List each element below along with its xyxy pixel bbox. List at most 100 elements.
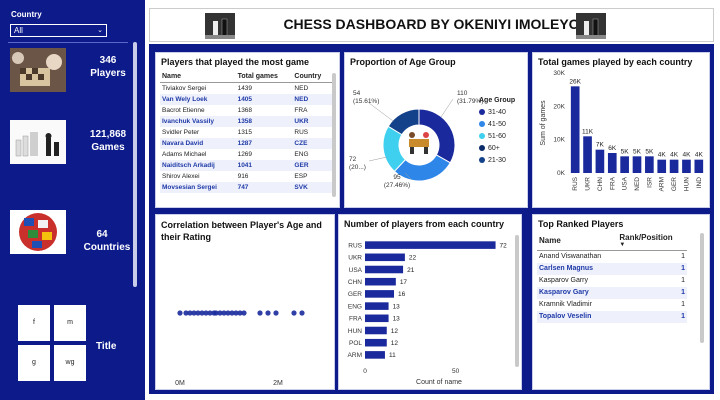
legend-dot-icon xyxy=(479,157,485,163)
table-row[interactable]: Shirov Alexei 916 ESP xyxy=(160,171,332,182)
table-row[interactable]: Tiviakov Sergei 1439 NED xyxy=(160,83,332,94)
bar[interactable] xyxy=(632,156,642,173)
y-tick-label: GER xyxy=(348,291,362,298)
table-row[interactable]: Movsesian Sergei 747 SVK xyxy=(160,181,332,193)
scatter-point[interactable] xyxy=(217,310,223,316)
scatter-point[interactable] xyxy=(257,310,263,316)
bar[interactable] xyxy=(365,265,404,274)
scatter-point[interactable] xyxy=(177,310,183,316)
table-row[interactable]: Kramnik Vladimir 1 xyxy=(537,299,687,311)
chess-king-image-right xyxy=(576,13,606,39)
table-row[interactable]: Bacrot Etienne 1368 FRA xyxy=(160,105,332,116)
bar[interactable] xyxy=(607,153,617,173)
total-games-bar-chart: 0K 10K 20K 30K Sum of games 26K RUS 11K UKR 7K CHN… xyxy=(540,70,704,191)
scatter-point[interactable] xyxy=(225,310,231,316)
col-header-total-games[interactable]: Total games xyxy=(235,71,293,83)
legend-item[interactable]: 21-30 xyxy=(479,154,515,166)
legend-dot-icon xyxy=(479,145,485,151)
total-games-country-card: Total games played by each country 0K 10K… xyxy=(532,52,710,208)
scatter-point[interactable] xyxy=(183,310,189,316)
scatter-point[interactable] xyxy=(229,310,235,316)
bar[interactable] xyxy=(669,159,679,173)
bar[interactable] xyxy=(365,351,385,359)
scatter-point[interactable] xyxy=(241,310,247,316)
y-tick-label: USA xyxy=(349,267,363,274)
legend-item[interactable]: 31-40 xyxy=(479,106,515,118)
age-group-legend: Age Group 31-40 41-50 51-60 60+ 21-30 xyxy=(479,97,515,166)
legend-item[interactable]: 41-50 xyxy=(479,118,515,130)
scatter-point[interactable] xyxy=(213,310,219,316)
bar[interactable] xyxy=(595,149,605,173)
country-filter-label: Country xyxy=(11,10,42,19)
ranked-table-scrollbar[interactable] xyxy=(700,233,704,343)
scatter-point[interactable] xyxy=(187,310,193,316)
bar[interactable] xyxy=(365,314,389,323)
sidebar-scrollbar[interactable] xyxy=(133,42,137,287)
scatter-point[interactable] xyxy=(195,310,201,316)
bar[interactable] xyxy=(365,290,395,298)
player-name-cell: Ivanchuk Vassily xyxy=(160,115,236,127)
scatter-point[interactable] xyxy=(191,310,197,316)
bar[interactable] xyxy=(645,156,654,173)
scatter-point[interactable] xyxy=(299,310,305,316)
title-option-f[interactable]: f xyxy=(18,305,50,341)
bar[interactable] xyxy=(583,136,592,173)
legend-item[interactable]: 51-60 xyxy=(479,130,515,142)
scatter-point[interactable] xyxy=(237,310,243,316)
scatter-point[interactable] xyxy=(203,310,209,316)
col-header-name[interactable]: Name xyxy=(160,71,236,83)
scatter-point[interactable] xyxy=(265,310,271,316)
bar[interactable] xyxy=(365,253,405,262)
table-row[interactable]: Kasparov Garry 1 xyxy=(537,275,687,287)
bar[interactable] xyxy=(365,241,496,249)
legend-item[interactable]: 60+ xyxy=(479,142,515,154)
scatter-point[interactable] xyxy=(291,310,297,316)
donut-slice[interactable] xyxy=(387,108,420,136)
title-option-g[interactable]: g xyxy=(18,345,50,381)
bar[interactable] xyxy=(682,159,691,173)
table-row[interactable]: Kasparov Gary 1 xyxy=(537,286,687,299)
legend-label: 21-30 xyxy=(488,156,506,164)
scatter-point[interactable] xyxy=(199,310,205,316)
bar-data-label: 4K xyxy=(658,152,667,159)
bar[interactable] xyxy=(365,326,387,335)
rank-cell: 1 xyxy=(617,286,687,299)
bar-data-label: 6K xyxy=(608,145,617,152)
scatter-point[interactable] xyxy=(221,310,227,316)
bar[interactable] xyxy=(570,86,580,173)
scatter-point[interactable] xyxy=(233,310,239,316)
col-header-ranked-name[interactable]: Name xyxy=(537,231,618,251)
table-row[interactable]: Adams Michael 1269 ENG xyxy=(160,149,332,160)
bar-data-label: 4K xyxy=(682,152,691,159)
table-row[interactable]: Carlsen Magnus 1 xyxy=(537,262,687,275)
players-per-country-scrollbar[interactable] xyxy=(515,235,519,367)
bar[interactable] xyxy=(620,156,629,173)
table-row[interactable]: Ivanchuk Vassily 1358 UKR xyxy=(160,115,332,127)
scatter-point[interactable] xyxy=(273,310,279,316)
scatter-point[interactable] xyxy=(207,310,213,316)
col-header-rank-position[interactable]: Rank/Position ▼ xyxy=(617,231,687,251)
x-tick-label: GER xyxy=(671,177,678,191)
table-row[interactable]: Svidler Peter 1315 RUS xyxy=(160,127,332,138)
table-row[interactable]: Navara David 1287 CZE xyxy=(160,137,332,149)
title-option-m[interactable]: m xyxy=(54,305,86,341)
bar[interactable] xyxy=(657,159,667,173)
players-table-scrollbar[interactable] xyxy=(332,73,336,197)
table-row[interactable]: Topalov Veselin 1 xyxy=(537,310,687,323)
top-ranked-card: Top Ranked Players Name Rank/Position ▼ … xyxy=(532,214,710,390)
bar[interactable] xyxy=(365,302,389,310)
x-tick-label: UKR xyxy=(585,177,592,191)
col-header-country[interactable]: Country xyxy=(292,71,332,83)
table-row[interactable]: Van Wely Loek 1405 NED xyxy=(160,93,332,105)
bar[interactable] xyxy=(365,277,396,286)
title-option-wg[interactable]: wg xyxy=(54,345,86,381)
kpi-players-value: 346 xyxy=(99,55,117,66)
player-name-cell: Svidler Peter xyxy=(162,128,200,136)
country-filter-dropdown[interactable]: All ⌄ xyxy=(10,24,107,37)
legend-dot-icon xyxy=(479,133,485,139)
table-row[interactable]: Anand Viswanathan 1 xyxy=(537,251,687,263)
table-row[interactable]: Naiditsch Arkadij 1041 GER xyxy=(160,159,332,171)
bar[interactable] xyxy=(365,338,387,347)
bar[interactable] xyxy=(694,159,704,173)
chess-players-image xyxy=(10,48,66,92)
